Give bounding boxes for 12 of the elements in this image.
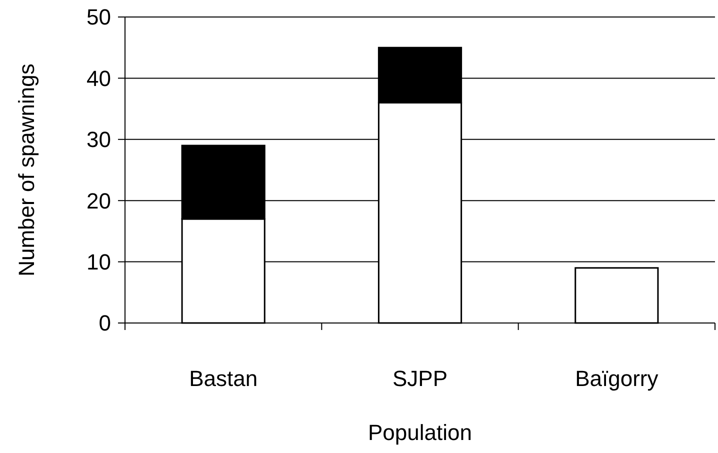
y-axis-title: Number of spawnings: [14, 64, 39, 276]
y-tick-label: 50: [86, 4, 111, 30]
x-tick-label: Baïgorry: [575, 366, 658, 391]
bar: [574, 267, 659, 324]
x-tick-label: SJPP: [392, 366, 448, 391]
x-tick-label: Bastan: [189, 366, 258, 391]
x-axis-title: Population: [368, 420, 472, 445]
y-tick-label: 20: [86, 188, 111, 214]
y-tick-label: 30: [86, 127, 111, 152]
y-tick-label: 40: [86, 66, 111, 91]
y-tick-label: 10: [86, 250, 111, 274]
y-tick-label: 0: [98, 310, 111, 336]
